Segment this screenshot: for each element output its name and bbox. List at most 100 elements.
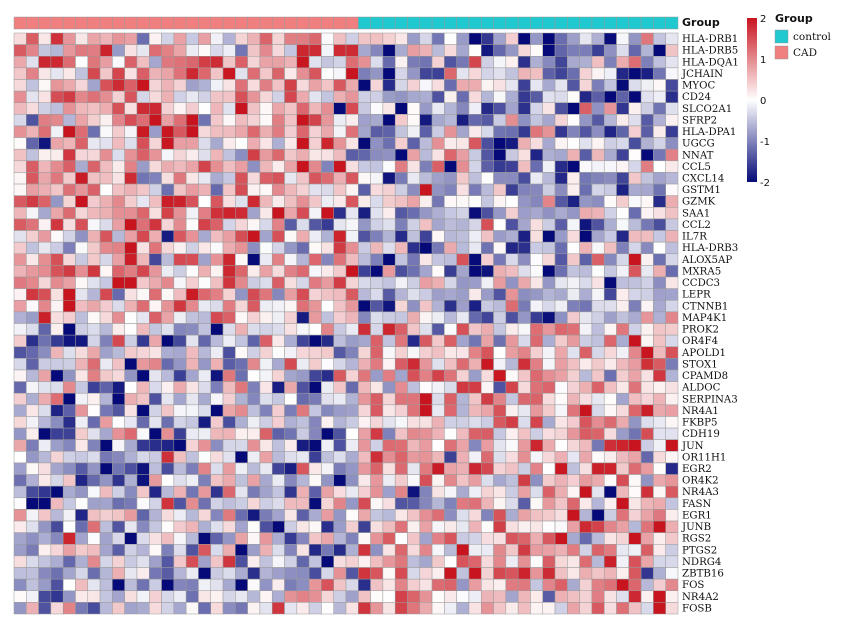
heatmap-cell	[75, 497, 89, 510]
heatmap-cell	[517, 392, 531, 406]
heatmap-cell	[321, 137, 334, 150]
heatmap-cell	[99, 32, 113, 45]
heatmap-cell	[616, 253, 630, 266]
heatmap-cell	[591, 241, 605, 255]
heatmap-cell	[26, 79, 39, 92]
heatmap-cell	[247, 79, 261, 92]
heatmap-cell	[394, 544, 408, 557]
heatmap-cell	[235, 102, 248, 115]
heatmap-cell	[235, 44, 248, 57]
heatmap-cell	[407, 334, 421, 347]
heatmap-cell	[50, 183, 64, 196]
heatmap-cell	[554, 451, 568, 464]
heatmap-cell	[382, 102, 396, 115]
gene-label: LEPR	[682, 290, 711, 301]
heatmap-cell	[567, 323, 580, 336]
heatmap-cell	[505, 381, 519, 394]
heatmap-cell	[284, 381, 298, 394]
gene-label: GZMK	[682, 197, 716, 208]
heatmap-cell	[149, 392, 162, 406]
heatmap-cell	[517, 334, 531, 347]
heatmap-cell	[603, 567, 617, 580]
gene-label: HLA-DRB3	[682, 243, 738, 254]
heatmap-cell	[75, 567, 89, 580]
heatmap-cell	[579, 497, 593, 510]
heatmap-cell	[321, 346, 334, 359]
heatmap-cell	[173, 334, 187, 347]
heatmap-cell	[419, 44, 433, 57]
heatmap-cell	[616, 602, 630, 615]
heatmap-cell	[185, 358, 199, 371]
heatmap-cell	[493, 265, 507, 278]
heatmap-cell	[665, 218, 679, 231]
heatmap-cell	[468, 358, 482, 371]
gene-label: SAA1	[682, 208, 710, 219]
heatmap-cell	[185, 427, 199, 440]
heatmap-cell	[616, 265, 630, 278]
heatmap-cell	[358, 578, 371, 592]
heatmap-cell	[530, 346, 543, 359]
heatmap-cell	[247, 241, 261, 255]
heatmap-cell	[345, 392, 359, 406]
heatmap-cell	[505, 90, 519, 103]
heatmap-cell	[603, 218, 617, 231]
heatmap-cell	[296, 195, 310, 208]
heatmap-cell	[345, 602, 359, 615]
heatmap-cell	[13, 265, 27, 278]
heatmap-cell	[112, 567, 125, 580]
heatmap-cell	[173, 300, 187, 313]
heatmap-cell	[616, 323, 630, 336]
heatmap-cell	[75, 207, 89, 220]
heatmap-cell	[554, 602, 568, 615]
heatmap-cell	[419, 241, 433, 255]
heatmap-cell	[468, 160, 482, 173]
heatmap-cell	[505, 67, 519, 80]
heatmap-cell	[653, 300, 666, 313]
heatmap-cell	[542, 567, 556, 580]
gene-label: HLA-DPA1	[682, 127, 736, 138]
heatmap-cell	[419, 520, 433, 533]
heatmap-cell	[456, 590, 470, 603]
heatmap-cell	[321, 288, 334, 301]
heatmap-cell	[419, 276, 433, 289]
heatmap-cell	[222, 392, 236, 406]
heatmap-cell	[136, 520, 150, 533]
heatmap-cell	[493, 311, 507, 324]
heatmap-cell	[284, 32, 298, 45]
heatmap-cell	[530, 485, 543, 499]
heatmap-cell	[591, 358, 605, 371]
heatmap-cell	[26, 102, 39, 115]
heatmap-cell	[431, 416, 445, 429]
heatmap-cell	[345, 451, 359, 464]
heatmap-cell	[62, 567, 76, 580]
heatmap-cell	[530, 578, 543, 592]
heatmap-cell	[603, 439, 617, 452]
heatmap-cell	[616, 241, 630, 255]
heatmap-cell	[419, 67, 433, 80]
heatmap-cell	[284, 102, 298, 115]
heatmap-cell	[222, 114, 236, 127]
gene-label: NR4A1	[682, 406, 719, 417]
heatmap-cell	[394, 404, 408, 417]
heatmap-cell	[653, 509, 666, 522]
heatmap-cell	[468, 544, 482, 557]
heatmap-cell	[444, 381, 457, 394]
heatmap-cell	[579, 520, 593, 533]
heatmap-cell	[468, 427, 482, 440]
heatmap-cell	[87, 497, 101, 510]
heatmap-cell	[419, 392, 433, 406]
heatmap-cell	[112, 44, 125, 57]
heatmap-cell	[296, 311, 310, 324]
heatmap-cell	[567, 55, 580, 69]
heatmap-cell	[579, 265, 593, 278]
heatmap-cell	[444, 416, 457, 429]
heatmap-cell	[419, 451, 433, 464]
heatmap-cell	[394, 439, 408, 452]
heatmap-cell	[444, 172, 457, 185]
heatmap-cell	[517, 195, 531, 208]
heatmap-cell	[603, 265, 617, 278]
heatmap-cell	[124, 567, 138, 580]
heatmap-cell	[247, 32, 261, 45]
heatmap-cell	[308, 602, 322, 615]
heatmap-cell	[271, 288, 285, 301]
